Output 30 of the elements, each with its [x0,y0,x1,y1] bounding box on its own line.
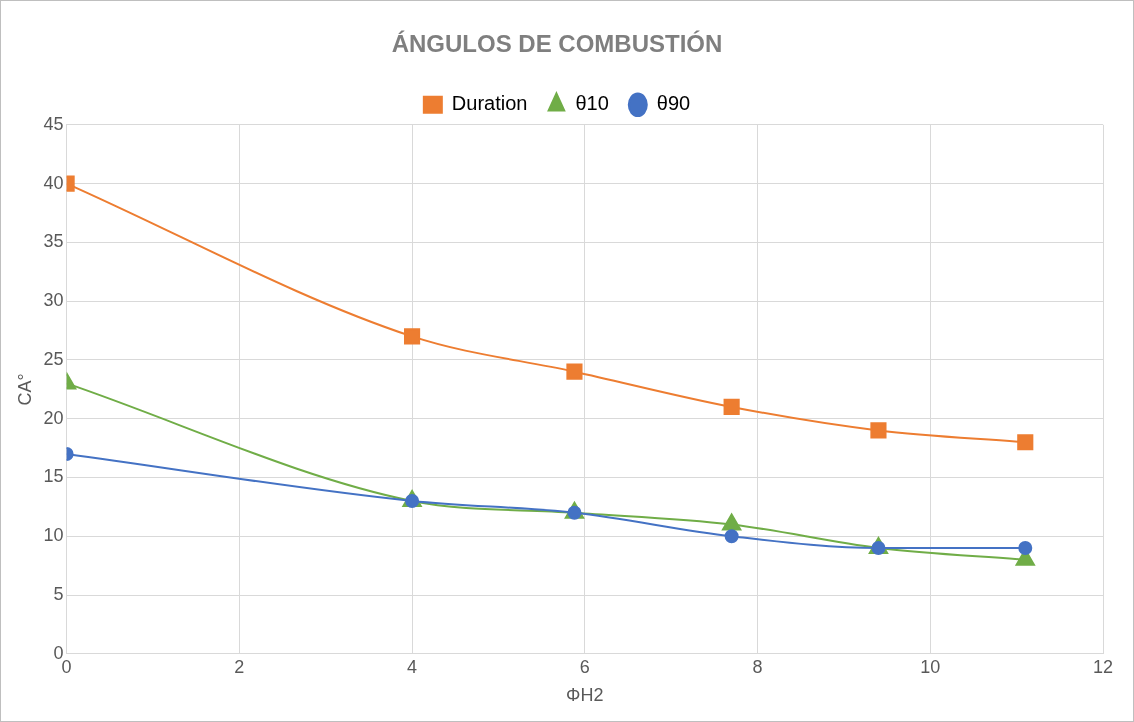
y-tick-label: 5 [53,583,64,604]
legend-label: θ10 [575,92,609,115]
point [1018,541,1033,555]
y-tick-label: 0 [53,642,64,663]
y-tick-label: 45 [43,113,64,134]
x-axis-title: ΦH2 [566,685,604,706]
point [724,529,739,544]
point [721,513,742,531]
y-tick-label: 15 [43,466,64,487]
x-tick-label: 4 [407,656,418,677]
chart-title: ÁNGULOS DE COMBUSTIÓN [391,30,723,58]
point [723,398,740,415]
y-tick-label: 40 [43,172,64,193]
point [566,363,583,380]
x-tick-label: 6 [579,656,590,677]
y-tick-label: 10 [43,525,64,546]
point [870,422,887,439]
x-tick-label: 8 [752,656,763,677]
y-tick-label: 20 [43,407,64,428]
point [404,328,421,345]
y-tick-label: 25 [43,348,64,369]
x-tick-label: 2 [234,656,245,677]
legend-label: Duration [451,92,528,115]
x-tick-label: 12 [1092,656,1114,677]
point [1017,434,1034,451]
y-axis-title: CA° [14,373,35,406]
legend-label: θ90 [656,92,691,115]
y-tick-label: 30 [43,290,64,311]
y-tick-label: 35 [43,231,64,252]
x-tick-label: 10 [920,656,941,677]
